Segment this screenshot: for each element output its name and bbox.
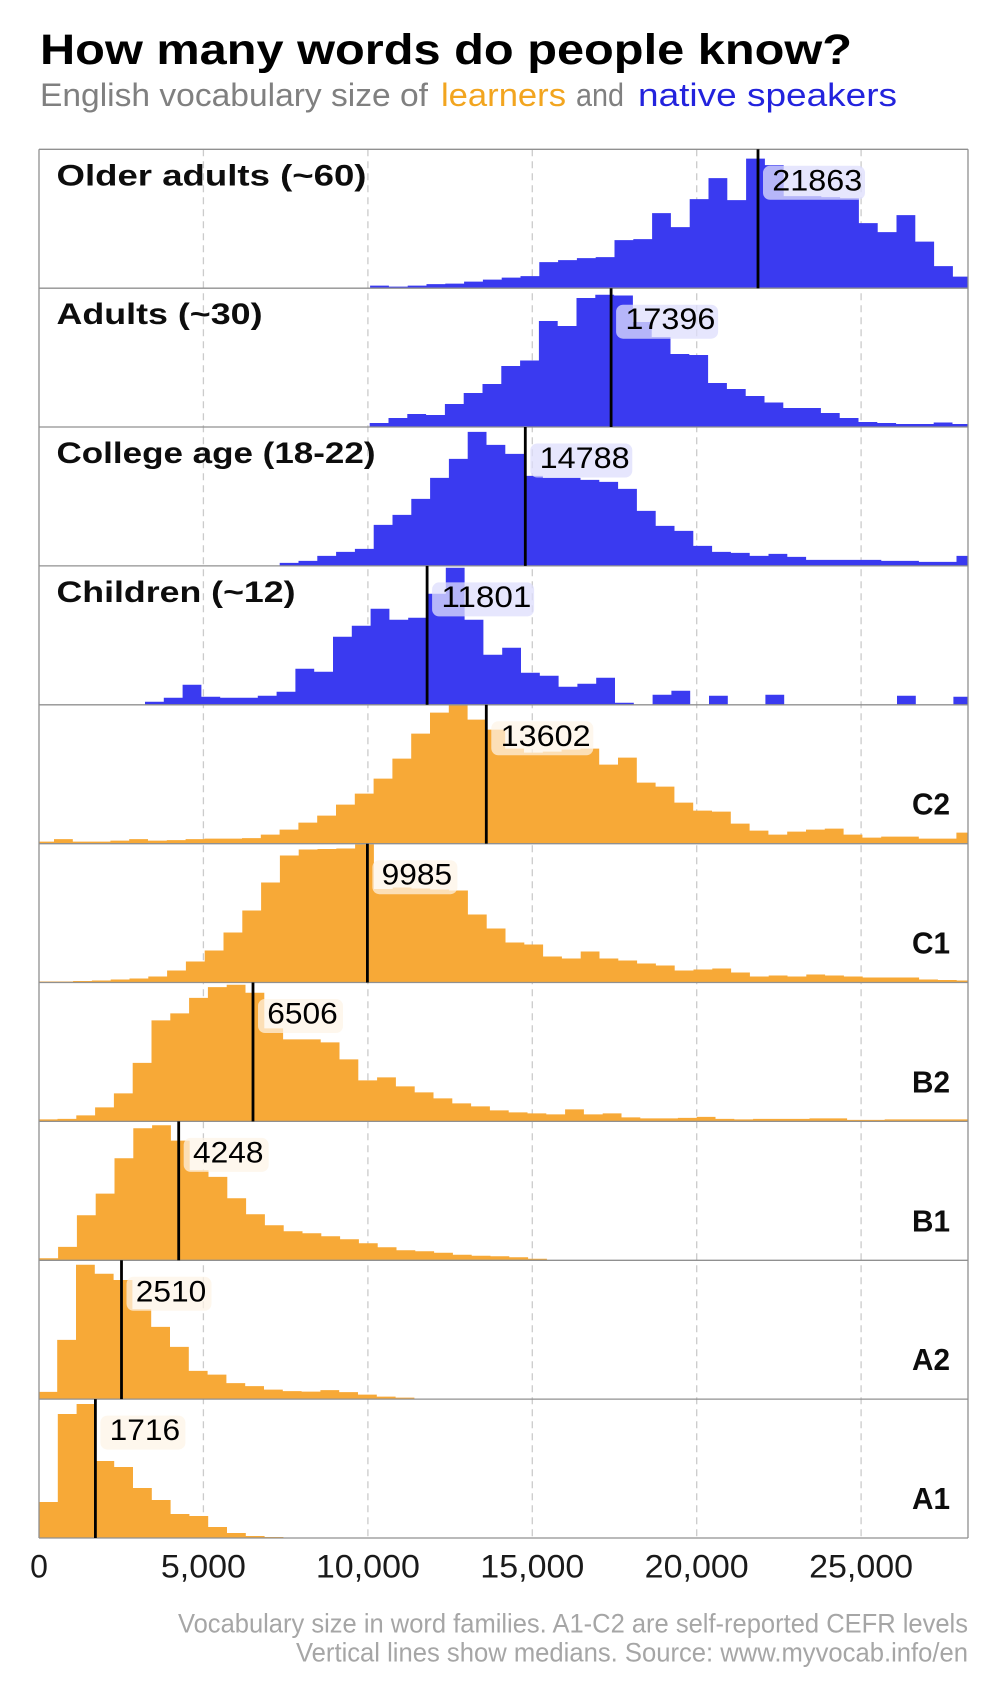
svg-text:Vocabulary size in word famili: Vocabulary size in word families. A1-C2 … (178, 1609, 968, 1639)
svg-text:C1: C1 (912, 927, 950, 961)
svg-text:0: 0 (30, 1549, 48, 1585)
svg-text:5,000: 5,000 (161, 1549, 246, 1585)
svg-text:4248: 4248 (193, 1136, 264, 1169)
svg-text:1716: 1716 (110, 1414, 181, 1447)
svg-text:11801: 11801 (441, 581, 531, 614)
svg-text:A2: A2 (912, 1343, 950, 1377)
svg-text:10,000: 10,000 (316, 1549, 420, 1585)
svg-text:College age (18-22): College age (18-22) (57, 437, 376, 470)
svg-text:15,000: 15,000 (480, 1549, 584, 1585)
svg-text:Vertical lines show medians. S: Vertical lines show medians. Source: www… (296, 1638, 968, 1668)
svg-text:20,000: 20,000 (645, 1549, 749, 1585)
svg-text:B1: B1 (912, 1204, 950, 1238)
svg-text:21863: 21863 (772, 164, 862, 197)
svg-text:How many words do people know?: How many words do people know? (40, 26, 852, 74)
svg-text:Adults (~30): Adults (~30) (57, 298, 263, 331)
svg-text:C2: C2 (912, 788, 950, 822)
svg-text:2510: 2510 (136, 1275, 207, 1308)
svg-text:Children (~12): Children (~12) (57, 576, 296, 609)
svg-text:9985: 9985 (382, 859, 453, 892)
svg-text:English vocabulary size of: English vocabulary size of (40, 77, 428, 113)
svg-text:and: and (576, 77, 624, 113)
svg-text:Older adults (~60): Older adults (~60) (57, 159, 367, 192)
svg-text:25,000: 25,000 (809, 1549, 913, 1585)
svg-text:14788: 14788 (540, 442, 630, 475)
svg-text:17396: 17396 (625, 303, 715, 336)
svg-text:learners: learners (441, 77, 566, 113)
svg-text:6506: 6506 (267, 998, 338, 1031)
svg-text:A1: A1 (912, 1482, 950, 1516)
svg-text:13602: 13602 (501, 720, 591, 753)
svg-text:native speakers: native speakers (638, 77, 897, 113)
svg-text:B2: B2 (912, 1065, 950, 1099)
